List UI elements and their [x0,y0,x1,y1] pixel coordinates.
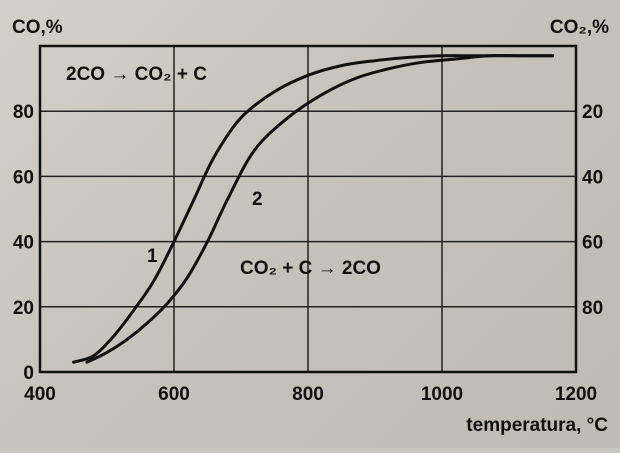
plot-frame [38,44,578,374]
tick-labels: 400 600 800 1000 1200 0 20 40 60 80 20 40 60 80 [13,102,603,405]
annotation-bottom-reaction: CO₂ + C → 2CO [240,258,381,279]
curve-label-1: 1 [147,246,158,267]
x-tick-label: 600 [158,384,190,405]
y-axis-right-title: CO₂,% [550,17,609,38]
x-tick-label: 1200 [555,384,597,405]
curves [72,54,555,364]
annotation-top-reaction: 2CO → CO₂ + C [66,64,207,85]
y-tick-label-right: 60 [582,233,603,254]
y-axis-left-title: CO,% [12,17,63,38]
y-tick-label-right: 80 [582,298,603,319]
grid [40,46,576,372]
series-line-2 [85,54,555,364]
y-tick-label-left: 20 [13,298,34,319]
y-tick-label-right: 20 [582,102,603,123]
curve-label-2: 2 [252,189,263,210]
x-tick-label: 800 [292,384,324,405]
y-tick-label-right: 40 [582,167,603,188]
x-tick-label: 1000 [421,384,463,405]
y-tick-label-left: 0 [23,363,34,384]
x-tick-label: 400 [24,384,56,405]
y-tick-label-left: 60 [13,167,34,188]
y-tick-label-left: 40 [13,233,34,254]
y-tick-label-left: 80 [13,102,34,123]
x-axis-title: temperatura, °C [466,415,608,436]
